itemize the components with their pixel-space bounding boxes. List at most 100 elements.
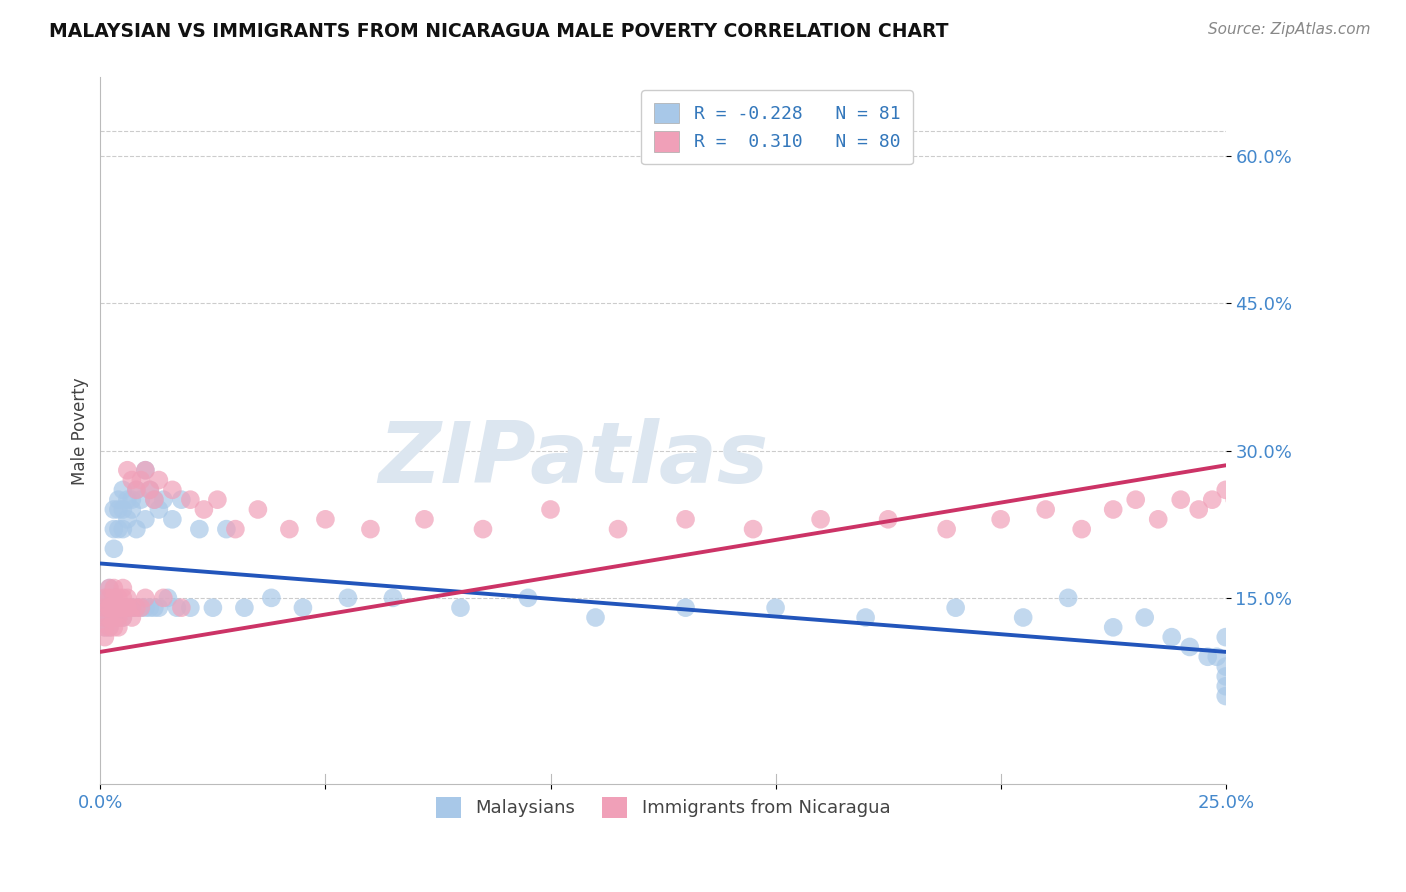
Point [98, 600, 121, 615]
Point [1215, 630, 1237, 644]
Point [143, 600, 166, 615]
Point [193, 502, 215, 516]
Point [107, 620, 129, 634]
Point [1178, 640, 1201, 654]
Point [107, 492, 129, 507]
Point [1215, 689, 1237, 703]
Point [103, 620, 125, 634]
Point [675, 512, 697, 526]
Point [134, 463, 156, 477]
Point [166, 600, 188, 615]
Point [148, 600, 170, 615]
Point [675, 600, 697, 615]
Point [1147, 512, 1170, 526]
Point [107, 591, 129, 605]
Point [162, 483, 184, 497]
Point [129, 600, 152, 615]
Point [121, 600, 143, 615]
Point [945, 600, 967, 615]
Y-axis label: Male Poverty: Male Poverty [72, 377, 89, 484]
Point [1057, 591, 1080, 605]
Point [1012, 610, 1035, 624]
Text: MALAYSIAN VS IMMIGRANTS FROM NICARAGUA MALE POVERTY CORRELATION CHART: MALAYSIAN VS IMMIGRANTS FROM NICARAGUA M… [49, 22, 949, 41]
Point [107, 600, 129, 615]
Point [103, 591, 125, 605]
Point [1215, 669, 1237, 683]
Point [134, 512, 156, 526]
Point [472, 522, 495, 536]
Point [98, 591, 121, 605]
Point [201, 600, 224, 615]
Point [179, 492, 201, 507]
Point [129, 473, 152, 487]
Point [139, 483, 162, 497]
Point [215, 522, 238, 536]
Point [148, 473, 170, 487]
Point [134, 463, 156, 477]
Point [170, 600, 193, 615]
Point [98, 610, 121, 624]
Point [188, 522, 211, 536]
Point [111, 522, 134, 536]
Point [359, 522, 381, 536]
Point [121, 600, 143, 615]
Point [1256, 483, 1278, 497]
Point [1260, 492, 1282, 507]
Point [1102, 620, 1125, 634]
Point [94, 600, 117, 615]
Point [1035, 502, 1057, 516]
Point [117, 512, 139, 526]
Point [336, 591, 359, 605]
Point [117, 492, 139, 507]
Point [877, 512, 900, 526]
Point [103, 600, 125, 615]
Point [111, 610, 134, 624]
Point [1237, 492, 1260, 507]
Point [94, 591, 117, 605]
Legend: Malaysians, Immigrants from Nicaragua: Malaysians, Immigrants from Nicaragua [429, 789, 898, 825]
Point [1233, 483, 1256, 497]
Point [139, 483, 162, 497]
Point [585, 610, 607, 624]
Point [540, 502, 562, 516]
Point [1205, 649, 1227, 664]
Point [98, 620, 121, 634]
Point [107, 610, 129, 624]
Point [98, 591, 121, 605]
Point [125, 522, 148, 536]
Point [260, 591, 283, 605]
Point [103, 610, 125, 624]
Point [935, 522, 957, 536]
Point [170, 492, 193, 507]
Point [143, 492, 166, 507]
Point [94, 610, 117, 624]
Point [125, 483, 148, 497]
Point [278, 522, 301, 536]
Point [94, 620, 117, 634]
Point [111, 591, 134, 605]
Point [103, 502, 125, 516]
Point [1201, 492, 1223, 507]
Point [94, 600, 117, 615]
Point [207, 492, 229, 507]
Point [765, 600, 787, 615]
Point [1125, 492, 1147, 507]
Point [143, 492, 166, 507]
Point [381, 591, 404, 605]
Point [607, 522, 630, 536]
Point [1272, 591, 1295, 605]
Point [121, 492, 143, 507]
Point [98, 581, 121, 595]
Point [413, 512, 436, 526]
Point [125, 600, 148, 615]
Point [129, 492, 152, 507]
Point [148, 502, 170, 516]
Point [111, 502, 134, 516]
Point [1215, 679, 1237, 693]
Point [103, 591, 125, 605]
Point [1197, 649, 1219, 664]
Point [1133, 610, 1156, 624]
Text: ZIPatlas: ZIPatlas [378, 417, 768, 500]
Point [134, 600, 156, 615]
Point [103, 522, 125, 536]
